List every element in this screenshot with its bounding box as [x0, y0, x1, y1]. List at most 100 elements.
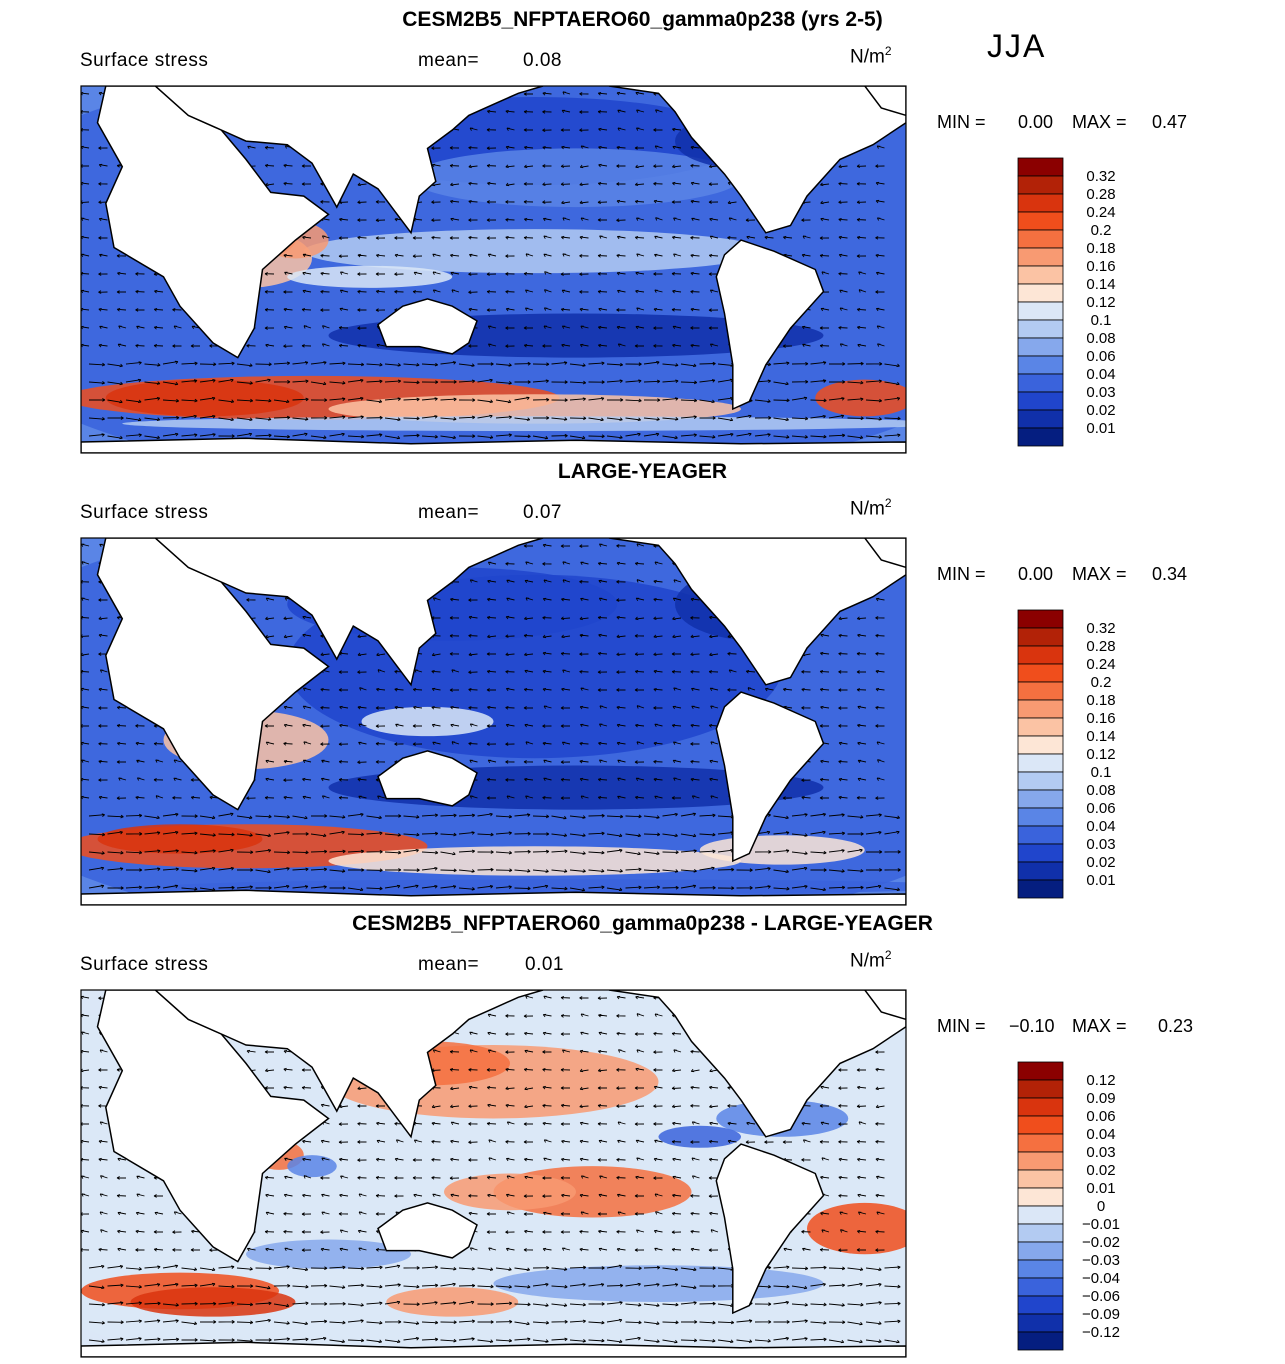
wind-arrow — [190, 778, 201, 782]
wind-arrow — [412, 254, 423, 258]
wind-arrow — [523, 1248, 534, 1252]
wind-arrow — [181, 831, 198, 836]
wind-arrow — [634, 1104, 645, 1109]
wind-arrow — [347, 1319, 364, 1323]
wind-arrow — [505, 1140, 515, 1144]
wind-arrow — [173, 777, 182, 782]
wind-arrow — [347, 1338, 365, 1343]
colorbar-2-label: 0.28 — [1086, 638, 1115, 655]
panel-1-mean-label: mean= — [418, 50, 480, 71]
wind-arrow — [413, 271, 423, 276]
wind-arrow — [468, 1176, 478, 1180]
wind-arrow — [458, 434, 476, 438]
wind-arrow — [773, 417, 789, 422]
wind-arrow — [717, 417, 734, 422]
wind-arrow — [487, 705, 497, 710]
wind-arrow — [542, 634, 552, 639]
wind-arrow — [543, 325, 552, 329]
wind-arrow — [514, 1284, 531, 1289]
wind-arrow — [562, 669, 571, 673]
wind-arrow — [690, 145, 700, 150]
wind-arrow — [403, 380, 420, 385]
wind-arrow — [597, 91, 608, 96]
wind-arrow — [672, 325, 682, 330]
wind-arrow — [320, 687, 330, 692]
wind-arrow — [301, 1212, 312, 1216]
wind-arrow — [523, 271, 534, 276]
continent-antarctica — [81, 889, 906, 905]
wind-arrow — [543, 235, 552, 239]
wind-arrow — [506, 1121, 515, 1125]
wind-arrow — [488, 1139, 497, 1143]
wind-arrow — [421, 397, 438, 401]
wind-arrow — [273, 415, 291, 420]
wind-arrow — [543, 579, 552, 583]
wind-arrow — [376, 687, 386, 692]
wind-arrow — [181, 1283, 198, 1288]
wind-arrow — [654, 145, 663, 149]
wind-arrow — [384, 884, 401, 889]
wind-arrow — [616, 705, 626, 710]
wind-arrow — [606, 379, 623, 384]
colorbar-2-label: 0.14 — [1086, 728, 1115, 745]
wind-arrow — [135, 1229, 145, 1234]
wind-arrow — [791, 1285, 808, 1290]
wind-arrow — [449, 634, 460, 638]
wind-arrow — [671, 1140, 682, 1144]
panel-3-min-value: −0.10 — [1009, 1016, 1055, 1036]
wind-arrow — [310, 381, 327, 386]
wind-arrow — [320, 289, 330, 294]
wind-arrow — [98, 706, 108, 710]
colorbar-3-swatch — [1017, 1115, 1064, 1135]
wind-arrow — [562, 91, 571, 95]
wind-arrow — [579, 741, 589, 746]
colorbar-2-swatch — [1017, 681, 1064, 701]
wind-arrow — [616, 164, 626, 168]
wind-arrow — [654, 1247, 663, 1252]
wind-arrow — [838, 706, 848, 710]
wind-arrow — [384, 1264, 401, 1269]
wind-arrow — [634, 1248, 645, 1252]
wind-arrow — [810, 434, 827, 439]
wind-arrow — [543, 1139, 552, 1143]
wind-arrow — [505, 1067, 515, 1072]
wind-arrow — [477, 1302, 494, 1306]
wind-arrow — [672, 343, 682, 348]
wind-arrow — [791, 1337, 808, 1341]
wind-arrow — [865, 435, 882, 439]
wind-arrow — [524, 723, 534, 728]
wind-arrow — [100, 1229, 108, 1233]
wind-arrow — [273, 1303, 290, 1308]
wind-arrow — [875, 597, 885, 602]
wind-arrow — [606, 362, 624, 367]
wind-arrow — [597, 325, 608, 330]
wind-arrow — [88, 1302, 106, 1307]
wind-arrow — [562, 579, 571, 583]
wind-arrow — [745, 1140, 756, 1144]
wind-arrow — [634, 1122, 645, 1126]
wind-arrow — [357, 760, 367, 765]
wind-arrow — [506, 579, 515, 583]
wind-arrow — [366, 415, 383, 420]
wind-arrow — [579, 1247, 589, 1252]
wind-arrow — [717, 867, 735, 872]
wind-arrow — [597, 289, 608, 294]
wind-arrow — [634, 344, 645, 348]
wind-arrow — [671, 1247, 682, 1252]
wind-arrow — [487, 1013, 497, 1018]
wind-arrow — [98, 687, 108, 692]
colorbar-2-swatch — [1017, 807, 1064, 827]
wind-arrow — [588, 1283, 605, 1287]
wind-arrow — [617, 777, 626, 781]
wind-arrow — [487, 181, 497, 186]
wind-arrow — [543, 995, 552, 1000]
wind-arrow — [431, 235, 441, 240]
wind-arrow — [218, 399, 235, 403]
wind-arrow — [366, 868, 383, 873]
wind-arrow — [542, 91, 552, 96]
wind-arrow — [135, 1211, 145, 1216]
wind-arrow — [486, 272, 497, 276]
wind-arrow — [838, 1175, 848, 1180]
wind-arrow — [691, 795, 700, 799]
